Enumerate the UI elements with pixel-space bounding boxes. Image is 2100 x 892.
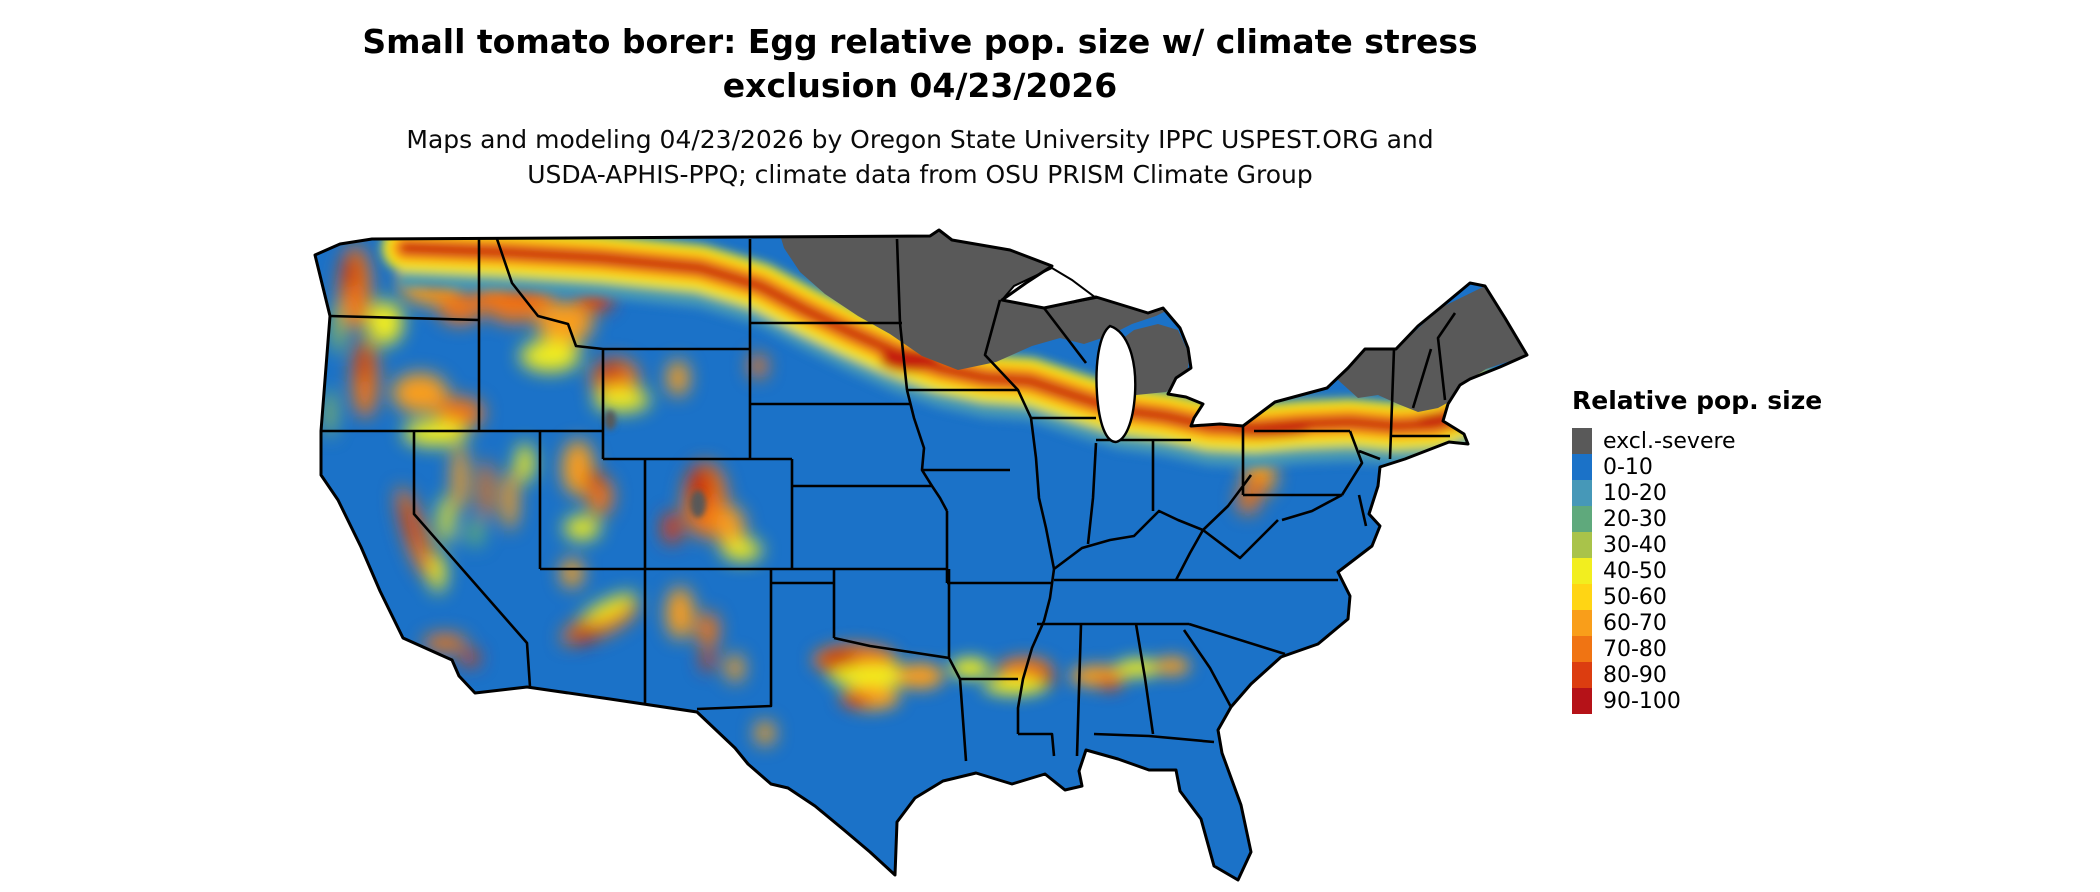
page-subtitle: Maps and modeling 04/23/2026 by Oregon S… [0,122,1840,192]
legend-swatch [1572,428,1592,454]
legend-item: 0-10 [1572,454,1822,480]
legend-item-label: 0-10 [1603,454,1653,480]
legend-item-label: excl.-severe [1603,428,1736,454]
legend-item: 20-30 [1572,506,1822,532]
legend-swatch [1572,662,1592,688]
legend-item: 40-50 [1572,558,1822,584]
page-subtitle-line2: USDA-APHIS-PPQ; climate data from OSU PR… [527,160,1313,189]
legend-item-label: 10-20 [1603,480,1667,506]
page-title: Small tomato borer: Egg relative pop. si… [0,20,1840,108]
legend-item: 90-100 [1572,688,1822,714]
conus-map-svg [313,228,1529,882]
legend-swatch [1572,532,1592,558]
legend-item: 60-70 [1572,610,1822,636]
legend-swatch [1572,480,1592,506]
legend-item: 70-80 [1572,636,1822,662]
legend-item: excl.-severe [1572,428,1822,454]
legend-swatch [1572,558,1592,584]
legend-swatch [1572,584,1592,610]
legend-item-label: 40-50 [1603,558,1667,584]
legend-swatch [1572,454,1592,480]
legend-swatch [1572,506,1592,532]
legend-swatch [1572,688,1592,714]
conus-map [310,228,1530,884]
legend-item: 50-60 [1572,584,1822,610]
legend-item-label: 20-30 [1603,506,1667,532]
legend-item-label: 70-80 [1603,636,1667,662]
legend-item: 80-90 [1572,662,1822,688]
page-subtitle-line1: Maps and modeling 04/23/2026 by Oregon S… [406,125,1434,154]
legend-rows: excl.-severe 0-10 10-20 20-30 30-40 40-50 50-6… [1572,428,1822,714]
legend-swatch [1572,610,1592,636]
legend: Relative pop. size excl.-severe 0-10 10-20… [1572,386,1822,714]
page-title-line2: exclusion 04/23/2026 [722,66,1118,105]
legend-title: Relative pop. size [1572,386,1823,415]
legend-item-label: 90-100 [1603,688,1681,714]
legend-swatch [1572,636,1592,662]
legend-item-label: 50-60 [1603,584,1667,610]
legend-item-label: 60-70 [1603,610,1667,636]
page-title-line1: Small tomato borer: Egg relative pop. si… [362,22,1478,61]
legend-item-label: 80-90 [1603,662,1667,688]
legend-item-label: 30-40 [1603,532,1667,558]
legend-item: 30-40 [1572,532,1822,558]
legend-item: 10-20 [1572,480,1822,506]
